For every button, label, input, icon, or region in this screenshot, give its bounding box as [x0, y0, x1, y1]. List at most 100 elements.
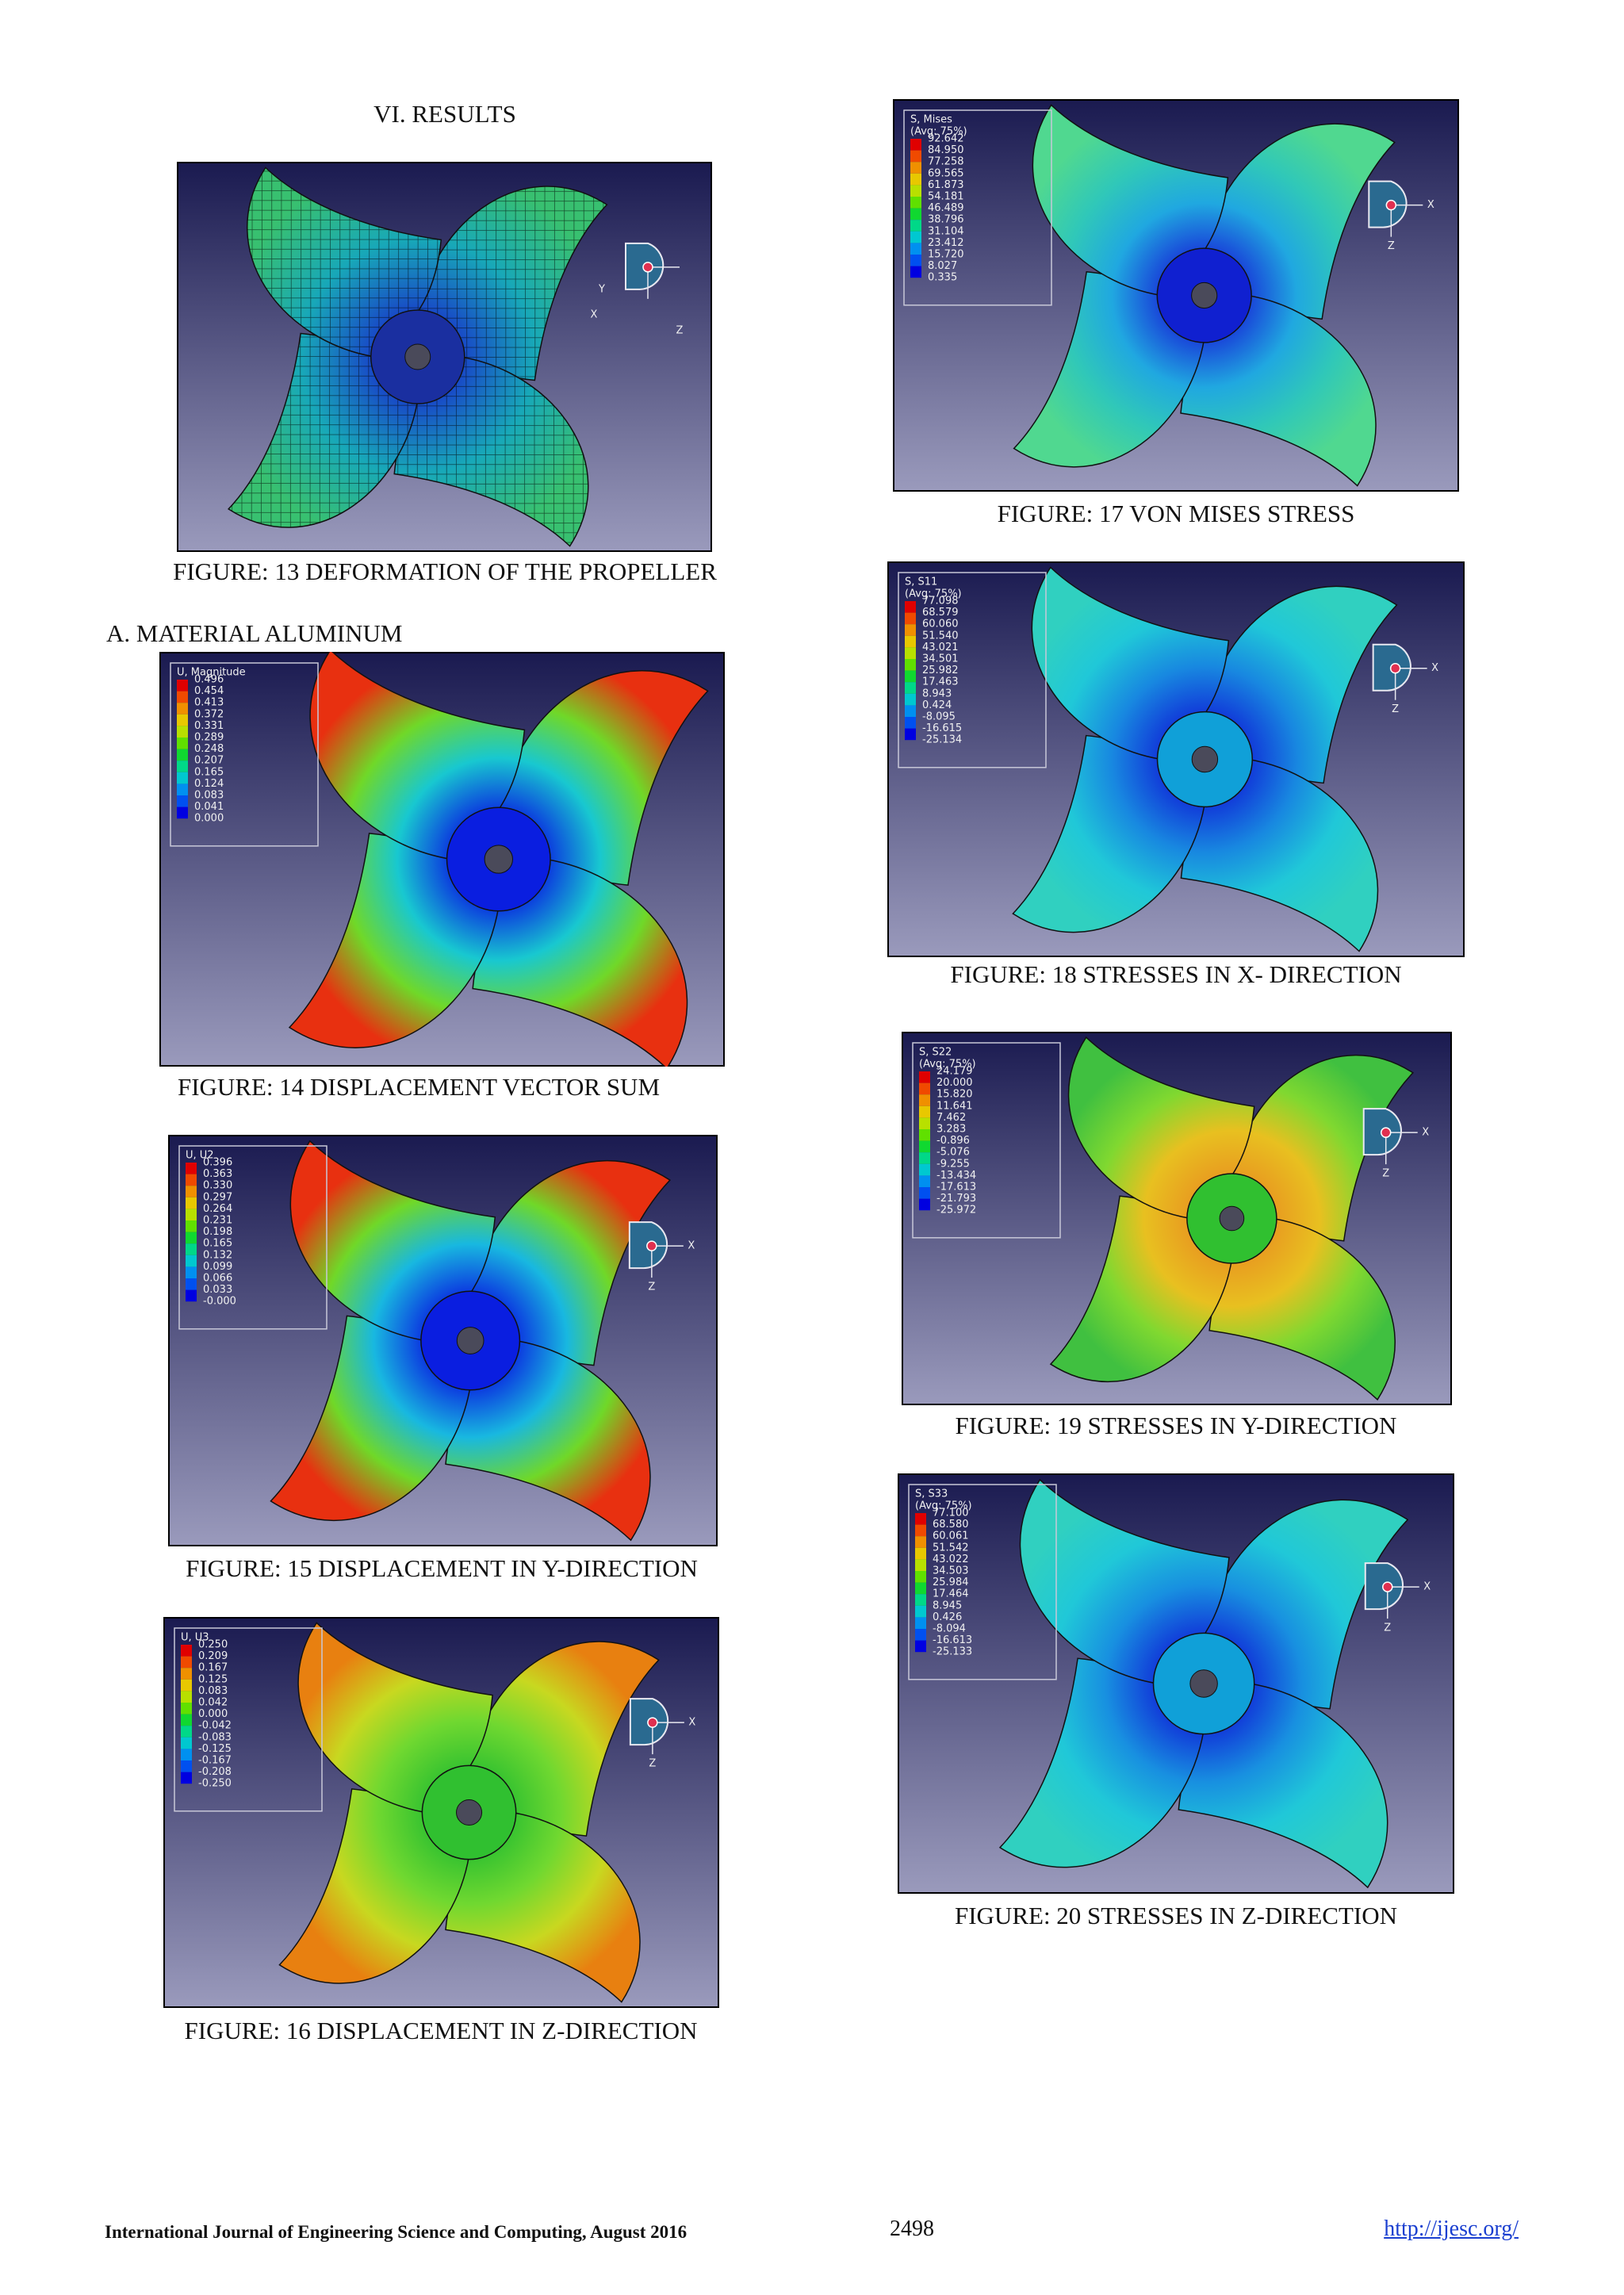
- legend-swatch: [177, 714, 188, 726]
- legend-swatch: [905, 693, 916, 706]
- legend-title: (Avg: 75%): [910, 126, 967, 138]
- legend-swatch: [186, 1186, 197, 1197]
- legend-swatch: [919, 1140, 930, 1153]
- legend-swatch: [919, 1105, 930, 1118]
- legend-swatch: [910, 185, 921, 197]
- hub-hole: [457, 1799, 482, 1825]
- legend-swatch: [910, 266, 921, 278]
- legend-swatch: [905, 635, 916, 648]
- legend-swatch: [919, 1198, 930, 1211]
- axis-triad: XZ: [628, 1221, 695, 1293]
- triad-label: X: [591, 308, 598, 320]
- legend-value: 0.209: [198, 1650, 228, 1662]
- legend-swatch: [910, 208, 921, 220]
- legend-value: 69.565: [928, 167, 964, 179]
- legend-value: -17.613: [936, 1182, 976, 1193]
- footer-url[interactable]: http://ijesc.org/: [1384, 2216, 1519, 2241]
- legend-value: -5.076: [936, 1147, 970, 1159]
- legend-value: -0.125: [198, 1743, 232, 1755]
- legend-value: -9.255: [936, 1158, 970, 1170]
- legend-value: 15.720: [928, 249, 964, 261]
- figure-caption: FIGURE: 16 DISPLACEMENT IN Z-DIRECTION: [184, 2017, 698, 2044]
- legend-value: 77.100: [933, 1508, 969, 1519]
- legend-value: 25.984: [933, 1577, 969, 1588]
- legend-value: 3.283: [936, 1124, 966, 1136]
- legend-value: 0.454: [194, 685, 224, 697]
- legend-swatch: [186, 1197, 197, 1209]
- legend-value: 0.083: [198, 1685, 228, 1697]
- legend-swatch: [186, 1174, 197, 1186]
- subsection-title: A. MATERIAL ALUMINUM: [106, 619, 403, 647]
- triad-label: X: [1423, 1581, 1431, 1593]
- legend-value: 0.165: [194, 766, 224, 778]
- legend-value: 51.542: [933, 1542, 969, 1554]
- legend-value: 0.250: [198, 1639, 228, 1651]
- legend-value: -8.095: [922, 711, 956, 723]
- legend-value: 23.412: [928, 237, 964, 249]
- legend-value: 24.179: [936, 1066, 973, 1078]
- legend-swatch: [177, 738, 188, 749]
- legend-value: 68.579: [922, 607, 959, 619]
- legend-swatch: [186, 1266, 197, 1278]
- legend-swatch: [177, 726, 188, 738]
- legend-swatch: [177, 784, 188, 795]
- legend-swatch: [910, 255, 921, 266]
- legend-swatch: [905, 728, 916, 741]
- legend-value: 0.424: [922, 699, 952, 711]
- propeller: [289, 652, 708, 1067]
- axis-triad: XZ: [1362, 1108, 1429, 1180]
- legend-value: 0.248: [194, 743, 224, 755]
- legend-swatch: [177, 691, 188, 703]
- legend-value: 0.132: [203, 1249, 232, 1261]
- figure-caption: FIGURE: 13 DEFORMATION OF THE PROPELLER: [173, 557, 717, 585]
- figure-image: S, S33(Avg: 75%)77.10068.58060.06151.542…: [898, 1473, 1454, 1894]
- axis-triad: XZ: [629, 1698, 695, 1770]
- legend-value: -0.167: [198, 1755, 232, 1767]
- legend-box: [170, 662, 319, 847]
- legend-value: 60.060: [922, 619, 959, 630]
- legend-swatch: [915, 1617, 926, 1629]
- legend-value: 84.950: [928, 144, 964, 156]
- hub-hole: [1192, 746, 1217, 772]
- legend-value: 38.796: [928, 214, 964, 226]
- propeller-blade: [310, 652, 524, 860]
- triad-label: Z: [1384, 1623, 1391, 1634]
- footer-journal: International Journal of Engineering Sci…: [105, 2222, 688, 2242]
- legend-title: S, S33: [915, 1488, 948, 1500]
- legend-value: 34.501: [922, 653, 959, 665]
- legend-box: [903, 109, 1052, 306]
- triad-origin: [1385, 199, 1397, 211]
- triad-label: X: [688, 1717, 695, 1729]
- blade-mesh: [394, 357, 588, 546]
- triad-label: Z: [648, 1282, 655, 1293]
- axis-triad: XZ: [1364, 1562, 1431, 1634]
- legend-title: S, Mises: [910, 114, 952, 126]
- legend-title: U, U3: [181, 1632, 209, 1644]
- triad-label: X: [1431, 662, 1438, 674]
- legend-value: 0.041: [194, 801, 224, 813]
- legend-swatch: [177, 772, 188, 784]
- legend-swatch: [919, 1071, 930, 1083]
- propeller: [1013, 567, 1396, 951]
- legend-swatch: [910, 139, 921, 151]
- legend-value: 20.000: [936, 1077, 973, 1089]
- propeller: [270, 1141, 669, 1540]
- hub-hole: [1220, 1206, 1244, 1231]
- legend-value: 0.231: [203, 1215, 232, 1227]
- propeller-blade: [1032, 105, 1228, 295]
- legend-value: 92.642: [928, 133, 964, 145]
- legend-value: 0.331: [194, 720, 224, 732]
- legend-swatch: [905, 647, 916, 659]
- legend-swatch: [915, 1559, 926, 1571]
- figure-caption: FIGURE: 17 VON MISES STRESS: [997, 500, 1355, 527]
- legend-swatch: [181, 1645, 192, 1657]
- legend-value: 0.372: [194, 708, 224, 720]
- legend-value: 0.413: [194, 697, 224, 709]
- legend-value: 0.000: [198, 1708, 228, 1720]
- legend-value: 0.207: [194, 755, 224, 767]
- legend-value: 51.540: [922, 630, 959, 642]
- legend-value: 77.098: [922, 596, 959, 607]
- axis-triad: XZ: [1372, 643, 1438, 715]
- legend-swatch: [186, 1289, 197, 1302]
- figure-image: S, S22(Avg: 75%)24.17920.00015.82011.641…: [902, 1032, 1452, 1405]
